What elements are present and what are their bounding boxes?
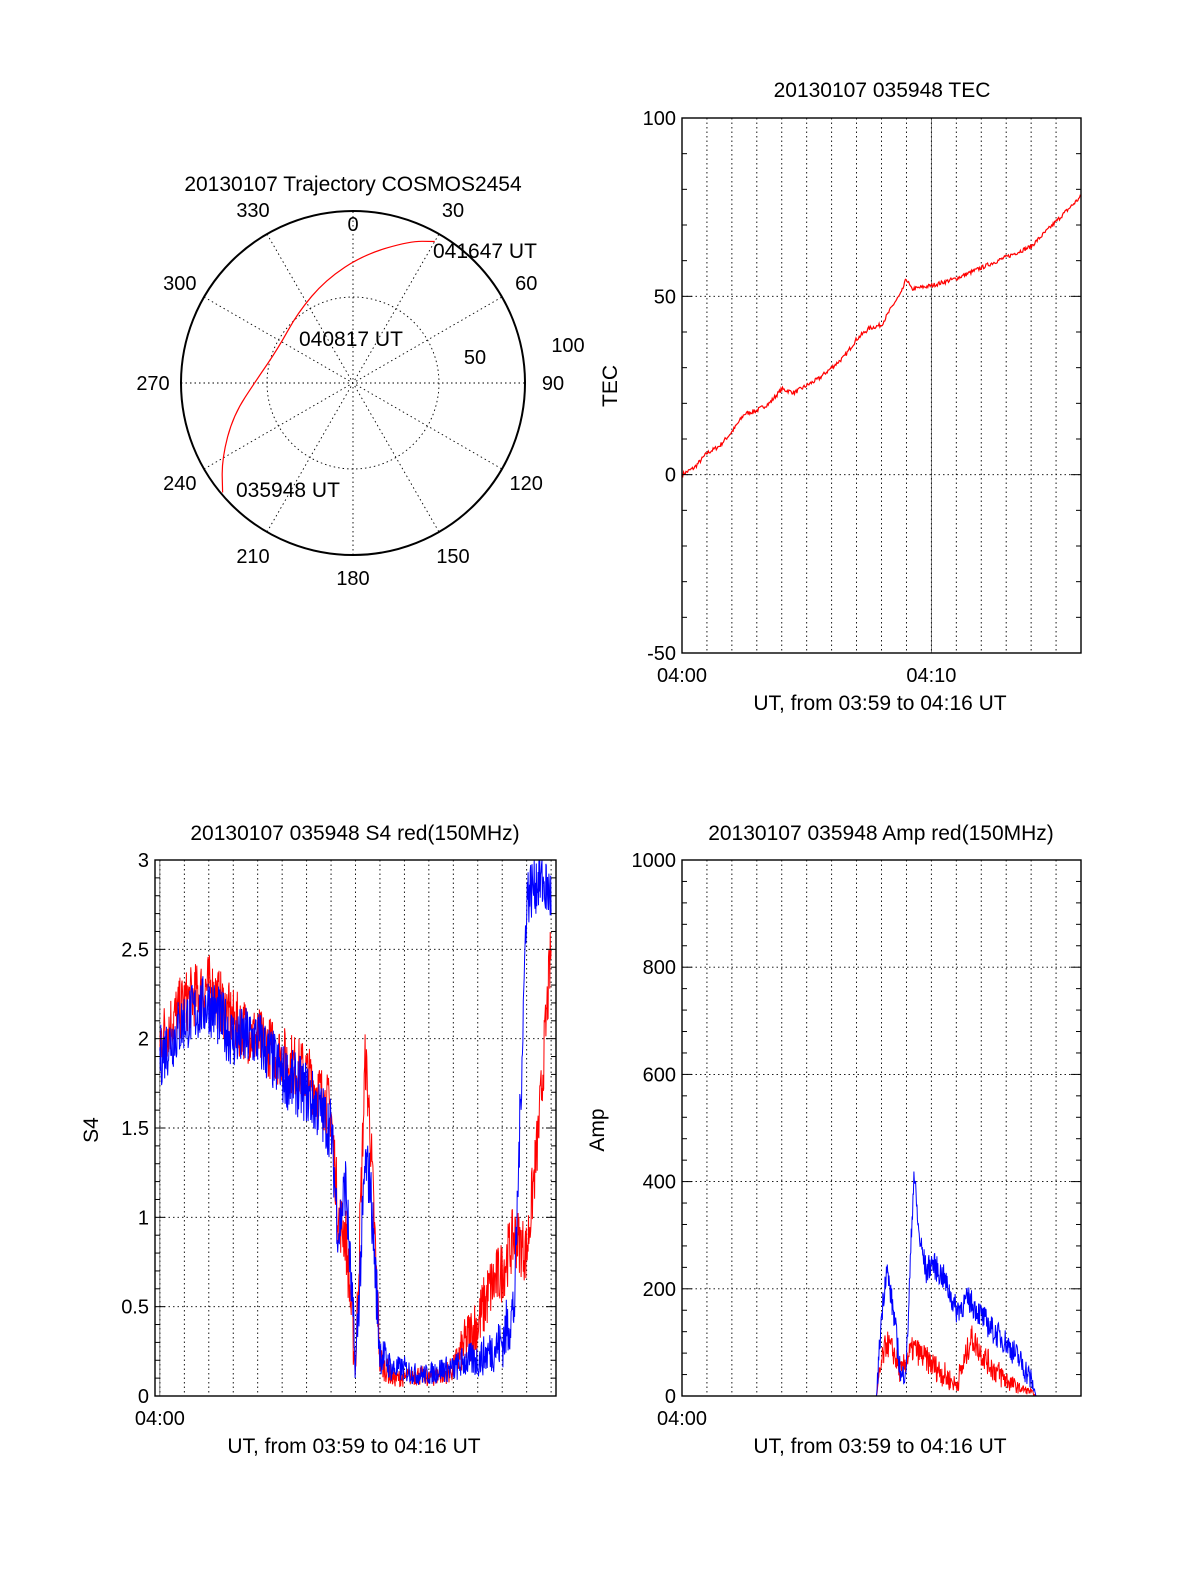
polar-title: 20130107 Trajectory COSMOS2454 [184,173,522,196]
y-tick-label: -50 [647,643,676,665]
s4-ticks: 0 0.5 1 1.5 2 2.5 3 04:00 [121,850,556,1430]
amp-plot-frame [681,859,1082,1397]
polar-outer-circle [180,210,526,556]
azimuth-label-180: 180 [336,568,369,590]
start-time-annotation: 035948 UT [236,479,340,502]
s4-grid [155,860,556,1396]
tec-y-axis-label: TEC [599,365,622,407]
elevation-label-50: 50 [464,347,486,369]
y-tick-label: 2 [138,1029,149,1051]
end-time-annotation: 041647 UT [433,240,537,263]
polar-spoke [266,233,440,533]
s4-y-axis-label: S4 [80,1117,103,1143]
amp-ticks: 0 200 400 600 800 1000 04:00 [632,850,1081,1430]
y-tick-label: 800 [643,957,676,979]
azimuth-label-330: 330 [236,200,269,222]
y-tick-label: 100 [643,108,676,130]
tec-title: 20130107 035948 TEC [774,79,991,102]
x-tick-label: 04:10 [906,665,956,687]
x-tick-label: 04:00 [135,1408,185,1430]
trajectory-line [221,240,435,493]
tec-series-line [681,194,1082,479]
y-tick-label: 3 [138,850,149,872]
azimuth-label-90: 90 [542,373,564,395]
tec-x-axis-label: UT, from 03:59 to 04:16 UT [753,692,1006,715]
azimuth-label-30: 30 [442,200,464,222]
y-tick-label: 1 [138,1207,149,1229]
y-tick-label: 2.5 [121,939,149,961]
y-tick-label: 0 [665,1386,676,1408]
azimuth-label-150: 150 [436,546,469,568]
y-tick-label: 0 [138,1386,149,1408]
mid-time-annotation: 040817 UT [299,328,403,351]
s4-title: 20130107 035948 S4 red(150MHz) [190,822,519,845]
y-tick-label: 1000 [632,850,677,872]
s4-series-blue [159,859,552,1385]
y-tick-label: 600 [643,1064,676,1086]
x-tick-label: 04:00 [657,1408,707,1430]
y-tick-label: 400 [643,1172,676,1194]
amp-title: 20130107 035948 Amp red(150MHz) [708,822,1054,845]
amp-y-axis-label: Amp [586,1108,609,1151]
azimuth-label-60: 60 [515,273,537,295]
polar-grid [181,211,525,555]
y-tick-label: 0 [665,465,676,487]
azimuth-label-0: 0 [347,214,358,236]
s4-plot: 20130107 035948 S4 red(150MHz) 0 0.5 1 1.5 2… [80,822,557,1458]
amp-plot: 20130107 035948 Amp red(150MHz) 0 200 400 6… [586,822,1082,1458]
tec-plot-frame [681,117,1082,654]
amp-x-axis-label: UT, from 03:59 to 04:16 UT [753,1435,1006,1458]
y-tick-label: 200 [643,1279,676,1301]
tec-ticks: -50 0 50 100 04:00 04:10 [643,108,1081,687]
s4-x-axis-label: UT, from 03:59 to 04:16 UT [227,1435,480,1458]
y-tick-label: 1.5 [121,1118,149,1140]
elevation-label-100: 100 [551,335,584,357]
y-tick-label: 50 [654,286,676,308]
azimuth-label-300: 300 [163,273,196,295]
polar-azimuth-labels: 0 30 60 90 120 150 180 210 240 270 300 330 [136,200,564,590]
azimuth-label-210: 210 [236,546,269,568]
azimuth-label-240: 240 [163,473,196,495]
azimuth-label-270: 270 [136,373,169,395]
x-tick-label: 04:00 [657,665,707,687]
y-tick-label: 0.5 [121,1297,149,1319]
trajectory-polar-plot: 20130107 Trajectory COSMOS2454 0 30 60 90 12… [136,173,584,590]
azimuth-label-120: 120 [510,473,543,495]
tec-grid [682,118,1081,653]
